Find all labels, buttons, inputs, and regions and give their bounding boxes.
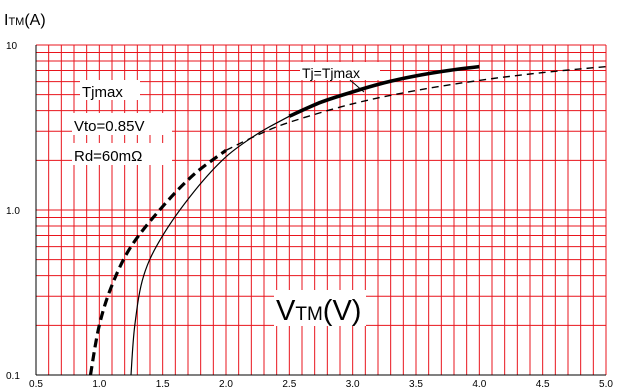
x-tick-label: 0.5 xyxy=(29,379,43,390)
x-tick-label: 4.0 xyxy=(472,379,486,390)
series-label-box xyxy=(300,62,380,80)
y-tick-label: 0.1 xyxy=(6,371,20,382)
series-label-leader xyxy=(349,79,365,93)
x-tick-label: 2.0 xyxy=(219,379,233,390)
series-solid-thick xyxy=(288,64,480,118)
y-tick-label: 10 xyxy=(6,41,18,52)
axis-layer: 0.5 1.0 1.5 2.0 2.5 3.0 3.5 4.0 4.5 5.0 10 1.0 0.1 xyxy=(6,41,613,390)
annotation-box-tjmax xyxy=(80,80,140,100)
series-label-tj: Tj=Tjmax xyxy=(302,65,360,81)
annotation-rd: Rd=60mΩ xyxy=(74,148,142,165)
x-tick-label: 4.5 xyxy=(536,379,550,390)
x-tick-label: 1.5 xyxy=(156,379,170,390)
series-solid-thin xyxy=(130,115,290,376)
x-tick-label: 3.0 xyxy=(346,379,360,390)
annotation-vto: Vto=0.85V xyxy=(74,118,144,135)
annotation-box-vto xyxy=(72,113,172,135)
series-layer xyxy=(88,64,607,376)
x-tick-label: 1.0 xyxy=(92,379,106,390)
annotation-tjmax: Tjmax xyxy=(82,84,123,101)
x-axis-title-box xyxy=(274,290,366,326)
annotation-box-rd xyxy=(72,143,172,165)
x-tick-label: 3.5 xyxy=(409,379,423,390)
y-axis-title: ITM(A) xyxy=(4,12,46,29)
x-tick-label: 2.5 xyxy=(282,379,296,390)
x-tick-label: 5.0 xyxy=(599,379,613,390)
x-axis-title: VTM(V) xyxy=(276,295,361,327)
series-dashed-thick xyxy=(88,149,227,376)
y-tick-label: 1.0 xyxy=(6,206,20,217)
series-dashed-thin xyxy=(225,65,607,151)
